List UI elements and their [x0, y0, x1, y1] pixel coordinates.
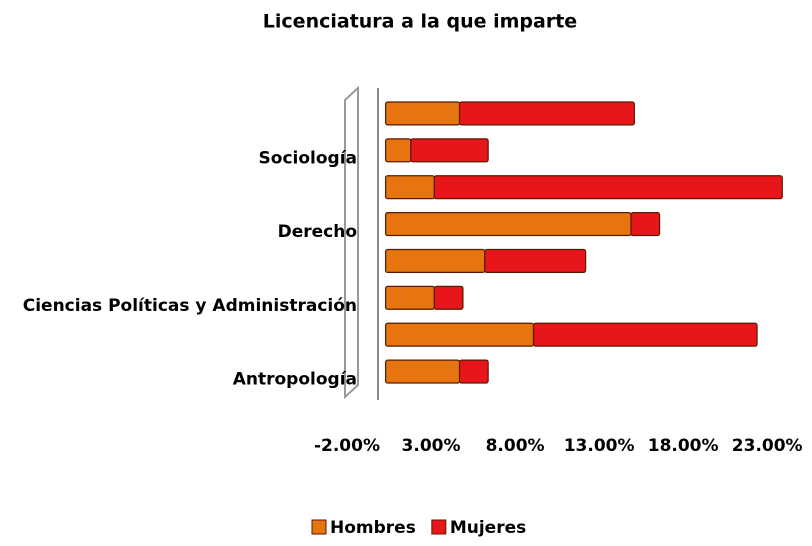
x-tick-label: 3.00%	[402, 436, 461, 456]
bar-segment	[385, 248, 486, 273]
bar-segment	[484, 248, 587, 273]
bar-segment	[385, 285, 435, 310]
legend-swatch	[431, 519, 447, 535]
bar-segment	[433, 175, 783, 200]
bar-segment	[385, 359, 461, 384]
legend-label: Hombres	[330, 518, 416, 538]
chart-title: Licenciatura a la que imparte	[263, 11, 577, 33]
axis-wall	[344, 85, 359, 400]
legend-swatch	[311, 519, 327, 535]
bar-segment	[385, 101, 461, 126]
x-tick-label: 18.00%	[648, 436, 719, 456]
bar-segment	[630, 212, 661, 237]
bar-segment	[385, 322, 535, 347]
bar-segment	[458, 101, 635, 126]
x-tick-label: -2.00%	[314, 436, 380, 456]
bar-segment	[532, 322, 758, 347]
y-tick-label: Antropología	[233, 370, 357, 390]
x-tick-label: 13.00%	[564, 436, 635, 456]
legend-label: Mujeres	[450, 518, 526, 538]
x-tick-label: 23.00%	[732, 436, 803, 456]
bar-segment	[385, 175, 435, 200]
y-tick-label: Ciencias Políticas y Administración	[23, 296, 357, 316]
bar-segment	[433, 285, 464, 310]
bar-segment	[410, 138, 489, 163]
x-tick-label: 8.00%	[486, 436, 545, 456]
bar-segment	[385, 138, 412, 163]
bar-segment	[458, 359, 489, 384]
y-tick-label: Sociología	[259, 148, 357, 168]
y-tick-label: Derecho	[278, 222, 357, 242]
bar-segment	[385, 212, 632, 237]
